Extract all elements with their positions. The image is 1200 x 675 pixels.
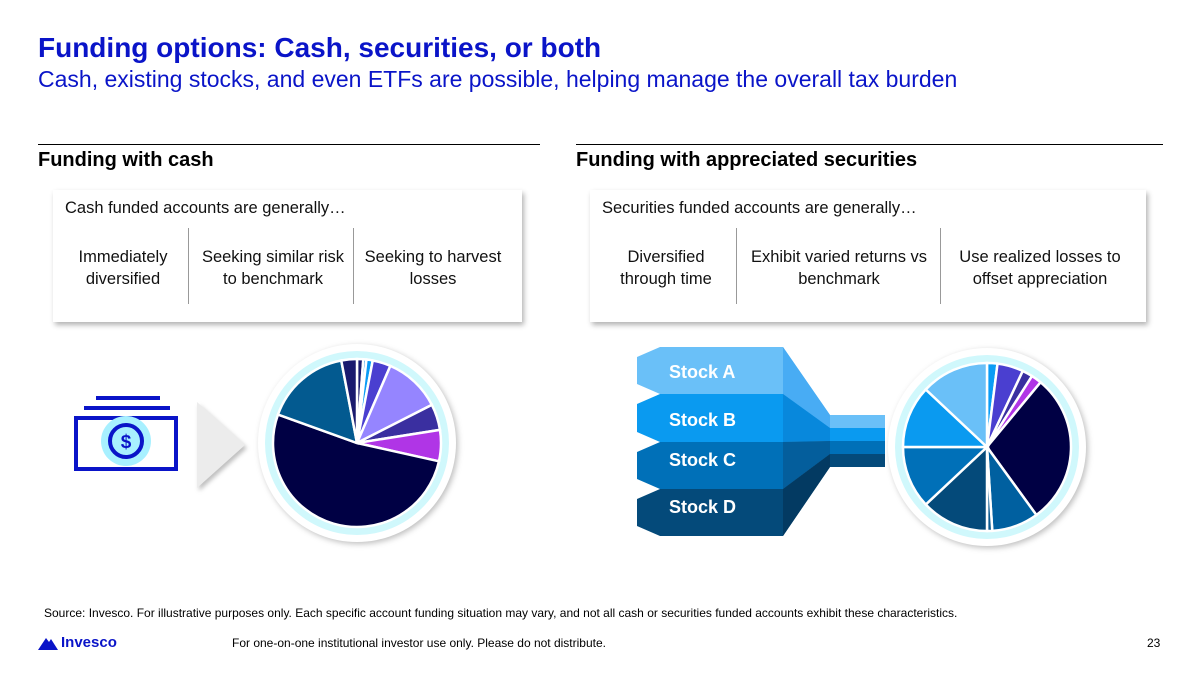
cash-point: Immediately diversified [78, 248, 168, 288]
pie-slice [985, 380, 1073, 517]
pie-slice [923, 444, 989, 533]
divider [940, 228, 941, 304]
divider [188, 228, 189, 304]
pie-slice [339, 357, 359, 444]
page-subtitle: Cash, existing stocks, and even ETFs are… [38, 66, 958, 92]
cash-pie-chart [271, 357, 443, 529]
page-number: 23 [1147, 636, 1161, 650]
source-note: Source: Invesco. For illustrative purpos… [44, 606, 958, 620]
logo-text: Invesco [61, 634, 117, 651]
securities-point: Diversified through time [620, 248, 712, 288]
pie-slice [271, 412, 441, 529]
divider [353, 228, 354, 304]
cash-bill-icon: $ [74, 396, 178, 471]
arrow-icon [197, 402, 245, 488]
stock-label: Stock B [669, 410, 736, 430]
cash-card: Cash funded accounts are generally… Imme… [53, 190, 522, 322]
stock-label: Stock D [669, 497, 736, 517]
svg-text:$: $ [121, 432, 132, 453]
cash-lead: Cash funded accounts are generally… [65, 199, 346, 217]
securities-card: Securities funded accounts are generally… [590, 190, 1146, 322]
cash-point: Seeking to harvest losses [364, 248, 502, 288]
disclaimer: For one-on-one institutional investor us… [232, 636, 606, 650]
securities-pie-chart [901, 361, 1073, 533]
stock-label: Stock A [669, 362, 735, 382]
cash-heading: Funding with cash [38, 144, 540, 172]
page-title: Funding options: Cash, securities, or bo… [38, 32, 602, 63]
securities-heading: Funding with appreciated securities [576, 144, 1163, 172]
securities-point: Exhibit varied returns vs benchmark [750, 248, 928, 288]
pie-slice [276, 359, 359, 445]
cash-point: Seeking similar risk to benchmark [201, 248, 345, 288]
securities-lead: Securities funded accounts are generally… [602, 199, 917, 217]
stock-funnel: Stock A Stock B Stock C Stock D [637, 347, 885, 536]
invesco-logo: Invesco [38, 634, 117, 651]
stock-label: Stock C [669, 450, 736, 470]
divider [736, 228, 737, 304]
securities-point: Use realized losses to offset appreciati… [959, 248, 1121, 288]
pie-slice [923, 361, 989, 450]
mountain-logo-icon [38, 637, 58, 650]
